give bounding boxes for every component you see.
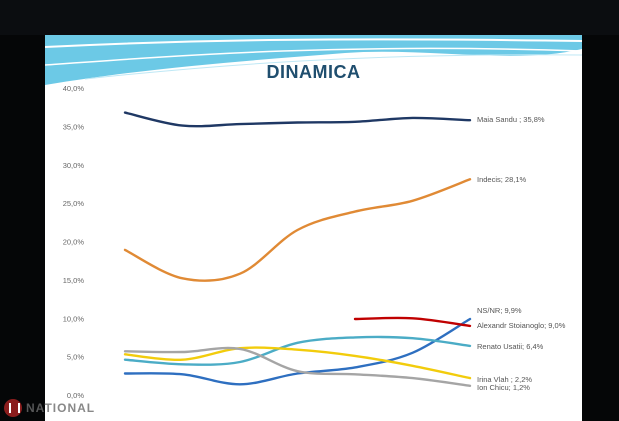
- data-label-ion-chicu: Ion Chicu; 1,2%: [477, 383, 530, 392]
- series-line-ns-nr: [123, 317, 472, 386]
- series-line-renato-usatii: [123, 335, 472, 366]
- y-tick-label: 20,0%: [63, 238, 85, 247]
- series-line-irina-vlah: [123, 346, 472, 380]
- series-line-ion-chicu: [123, 346, 472, 387]
- data-label-indecis: Indecis; 28,1%: [477, 175, 527, 184]
- slide-graphics: 0,0% 5,0% 10,0% 15,0% 20,0% 25,0% 30,0% 35,0% 40…: [45, 35, 582, 400]
- series-line-indecis: [123, 178, 472, 282]
- data-label-maia-sandu: Maia Sandu ; 35,8%: [477, 115, 545, 124]
- data-label-ns-nr: NS/NR; 9,9%: [477, 306, 522, 315]
- data-label-irina-vlah: Irina Vlah ; 2,2%: [477, 375, 532, 384]
- y-axis: 0,0% 5,0% 10,0% 15,0% 20,0% 25,0% 30,0% 35,0% 40…: [63, 84, 85, 400]
- y-tick-label: 10,0%: [63, 314, 85, 323]
- y-tick-label: 30,0%: [63, 161, 85, 170]
- data-label-alexandr-stoianoglo: Alexandr Stoianoglo; 9,0%: [477, 321, 566, 330]
- data-label-renato-usatii: Renato Usatii; 6,4%: [477, 342, 544, 351]
- y-tick-label: 40,0%: [63, 84, 85, 93]
- window-top-bar: [0, 0, 619, 35]
- slide-header-wave: [45, 35, 582, 85]
- y-tick-label: 25,0%: [63, 199, 85, 208]
- brand-watermark: NATIONAL: [4, 398, 95, 418]
- window-right-border: [582, 35, 619, 421]
- series-line-alexandr-stoianoglo: [353, 316, 472, 328]
- presentation-slide: 0,0% 5,0% 10,0% 15,0% 20,0% 25,0% 30,0% 35,0% 40…: [45, 35, 582, 421]
- y-tick-label: 0,0%: [67, 391, 84, 400]
- y-tick-label: 35,0%: [63, 122, 85, 131]
- brand-name: NATIONAL: [26, 401, 96, 415]
- window-left-border: [0, 35, 45, 421]
- chart-series: [123, 111, 472, 387]
- series-labels: Maia Sandu ; 35,8% Indecis; 28,1% NS/NR; 9…: [477, 115, 566, 392]
- brand-logo-icon: [4, 399, 22, 417]
- y-tick-label: 5,0%: [67, 353, 84, 362]
- series-line-maia-sandu: [123, 111, 472, 128]
- chart-title: DINAMICA: [266, 62, 361, 82]
- y-tick-label: 15,0%: [63, 276, 85, 285]
